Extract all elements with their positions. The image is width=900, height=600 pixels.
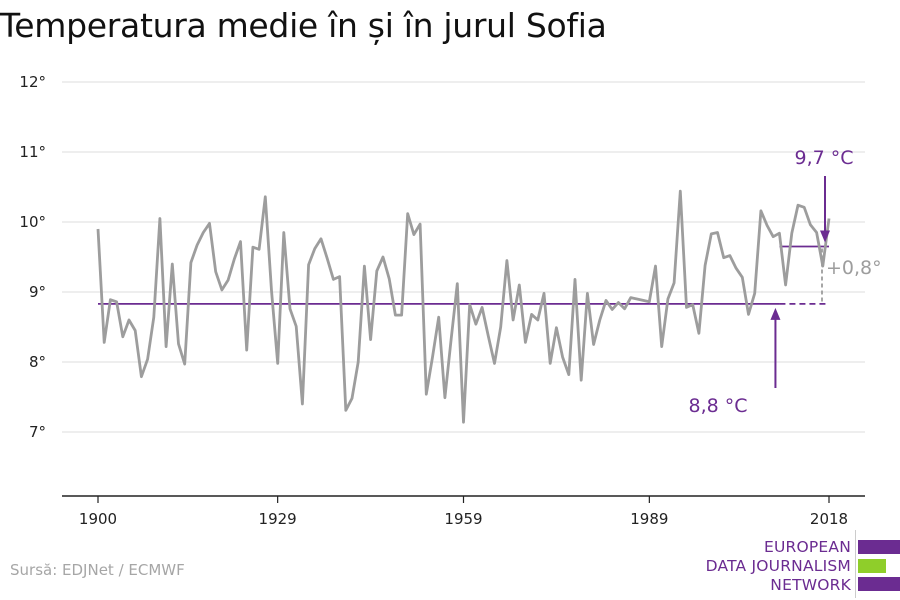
temperature-series-line (96, 189, 831, 424)
x-tick-label: 1929 (259, 510, 297, 528)
y-axis-tick-labels: 7° 8° 9° 10° 11° 12° (19, 73, 46, 441)
y-tick-label: 9° (29, 283, 46, 301)
logo-line-2: DATA JOURNALISM (705, 557, 851, 575)
logo-line-1: EUROPEAN (763, 538, 851, 556)
y-tick-label: 8° (29, 353, 46, 371)
recent-mean-arrow-head (820, 230, 830, 243)
edjnet-logo: EUROPEAN DATA JOURNALISM NETWORK (700, 528, 900, 600)
logo-bar-purple-bottom (858, 577, 900, 591)
logo-line-3: NETWORK (770, 576, 851, 594)
y-tick-label: 12° (19, 73, 46, 91)
x-tick-label: 1959 (444, 510, 482, 528)
source-note: Sursă: EDJNet / ECMWF (10, 561, 185, 579)
logo-divider (855, 530, 856, 598)
x-tick-label: 1989 (630, 510, 668, 528)
recent-mean-label: 9,7 °C (794, 147, 853, 169)
logo-bar-purple-top (858, 540, 900, 554)
logo-bar-green (858, 559, 886, 573)
baseline-mean-arrow-head (770, 307, 781, 320)
y-tick-label: 7° (29, 423, 46, 441)
chart-title: Temperatura medie în și în jurul Sofia (0, 6, 607, 45)
reference-lines (98, 245, 829, 305)
y-tick-label: 10° (19, 213, 46, 231)
x-axis: 1900 1929 1959 1989 2018 (62, 495, 865, 528)
x-tick-label: 2018 (810, 510, 848, 528)
baseline-mean-label: 8,8 °C (688, 395, 747, 417)
x-tick-label: 1900 (79, 510, 117, 528)
difference-label: +0,8° (826, 257, 882, 279)
annotations: 9,7 °C 8,8 °C +0,8° (688, 147, 881, 417)
y-tick-label: 11° (19, 143, 46, 161)
gridlines (62, 81, 865, 433)
series-layer (96, 189, 831, 424)
